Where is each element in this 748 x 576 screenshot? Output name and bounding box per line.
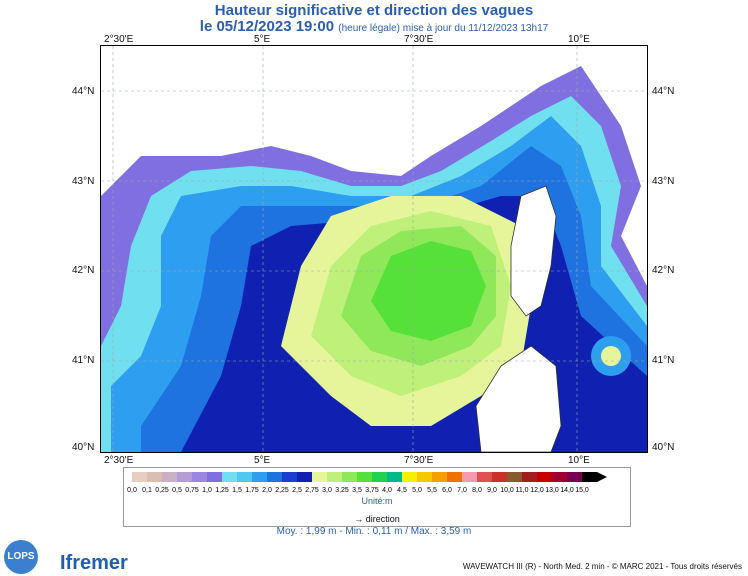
legend-swatch — [192, 472, 207, 482]
legend-swatch — [252, 472, 267, 482]
lon-top-3: 7°30'E — [404, 34, 434, 45]
lat-right-5: 40°N — [652, 442, 675, 453]
subtitle-date: le 05/12/2023 19:00 — [199, 18, 335, 35]
legend-label: 2,0 — [262, 487, 272, 494]
legend-box: 0,0 0,1 0,25 0,5 0,75 1,0 1,25 1,5 1,75 2,0 2,25 2,… — [123, 467, 631, 527]
legend-swatch — [567, 472, 582, 482]
legend-swatch — [372, 472, 387, 482]
legend-swatch — [342, 472, 357, 482]
legend-label: 8,0 — [472, 487, 482, 494]
legend-label: 1,0 — [202, 487, 212, 494]
lat-right-2: 43°N — [652, 176, 675, 187]
legend-swatch — [312, 472, 327, 482]
legend-label: 14,0 — [560, 487, 574, 494]
subtitle-note: (heure légale) mise à jour du 11/12/2023… — [338, 23, 549, 34]
legend-swatch — [147, 472, 162, 482]
legend-label: 9,0 — [487, 487, 497, 494]
lat-left-3: 42°N — [72, 265, 95, 276]
map-title: Hauteur significative et direction des v… — [214, 2, 534, 19]
legend-label: 11,0 — [515, 487, 529, 494]
legend-direction-row: → direction — [124, 514, 630, 524]
legend-swatch — [132, 472, 147, 482]
legend-label: 15,0 — [575, 487, 589, 494]
legend-swatch — [447, 472, 462, 482]
lat-right-3: 42°N — [652, 265, 675, 276]
legend-label: 2,5 — [292, 487, 302, 494]
legend-label: 0,0 — [127, 487, 137, 494]
legend-label: 0,5 — [172, 487, 182, 494]
lat-left-4: 41°N — [72, 355, 95, 366]
legend-label: 4,0 — [382, 487, 392, 494]
legend-label: 3,75 — [365, 487, 379, 494]
lat-left-5: 40°N — [72, 442, 95, 453]
legend-label: 0,75 — [185, 487, 199, 494]
lon-bottom-3: 7°30'E — [404, 455, 434, 466]
legend-swatch — [582, 472, 597, 482]
legend-swatch — [522, 472, 537, 482]
lon-top-2: 5°E — [254, 34, 271, 45]
legend-swatch — [207, 472, 222, 482]
lon-bottom-2: 5°E — [254, 455, 271, 466]
legend-swatch — [477, 472, 492, 482]
legend-label: 2,75 — [305, 487, 319, 494]
direction-arrow-icon: → — [354, 514, 364, 524]
wave-map-svg — [101, 46, 647, 452]
legend-swatch — [177, 472, 192, 482]
legend-swatch — [357, 472, 372, 482]
legend-swatch — [327, 472, 342, 482]
legend-swatch — [282, 472, 297, 482]
legend-swatch — [552, 472, 567, 482]
legend-swatch — [417, 472, 432, 482]
legend-label: 13,0 — [545, 487, 559, 494]
legend-label: 0,25 — [155, 487, 169, 494]
stats-line: Moy. : 1,99 m - Min. : 0,11 m / Max. : 3… — [276, 526, 472, 537]
legend-swatch — [387, 472, 402, 482]
legend-label: 10,0 — [500, 487, 514, 494]
lat-left-2: 43°N — [72, 176, 95, 187]
legend-label: 0,1 — [142, 487, 152, 494]
legend-end-arrow — [597, 472, 607, 482]
lops-logo: LOPS — [4, 540, 38, 574]
legend-swatch — [402, 472, 417, 482]
legend-swatch — [297, 472, 312, 482]
legend-label: 5,5 — [427, 487, 437, 494]
legend-label: 6,0 — [442, 487, 452, 494]
legend-swatch — [432, 472, 447, 482]
legend-unit: Unité:m — [361, 496, 393, 506]
lat-right-4: 41°N — [652, 355, 675, 366]
legend-colorbar — [132, 472, 607, 482]
legend-swatch — [237, 472, 252, 482]
legend-label: 5,0 — [412, 487, 422, 494]
lat-left-1: 44°N — [72, 86, 95, 97]
legend-swatch — [492, 472, 507, 482]
legend-label: 7,0 — [457, 487, 467, 494]
legend-swatch — [462, 472, 477, 482]
legend-swatch — [222, 472, 237, 482]
legend-label: 2,25 — [275, 487, 289, 494]
map-subtitle: le 05/12/2023 19:00 (heure légale) mise … — [0, 18, 748, 35]
wave-map[interactable] — [100, 45, 648, 453]
legend-swatch — [267, 472, 282, 482]
lon-top-1: 2°30'E — [104, 34, 134, 45]
legend-label: 4,5 — [397, 487, 407, 494]
legend-swatch — [162, 472, 177, 482]
legend-label: 3,0 — [322, 487, 332, 494]
legend-label: 1,5 — [232, 487, 242, 494]
legend-label: 1,25 — [215, 487, 229, 494]
lon-bottom-1: 2°30'E — [104, 455, 134, 466]
legend-label: 3,25 — [335, 487, 349, 494]
legend-label: 3,5 — [352, 487, 362, 494]
legend-label: 12,0 — [530, 487, 544, 494]
footer-credit: WAVEWATCH III (R) - North Med. 2 min - ©… — [462, 562, 742, 571]
legend-swatch — [507, 472, 522, 482]
lon-top-4: 10°E — [568, 34, 590, 45]
legend-direction-label: direction — [365, 514, 400, 524]
lat-right-1: 44°N — [652, 86, 675, 97]
legend-swatch — [537, 472, 552, 482]
lon-bottom-4: 10°E — [568, 455, 590, 466]
ifremer-logo: Ifremer — [60, 552, 128, 574]
legend-label: 1,75 — [245, 487, 259, 494]
